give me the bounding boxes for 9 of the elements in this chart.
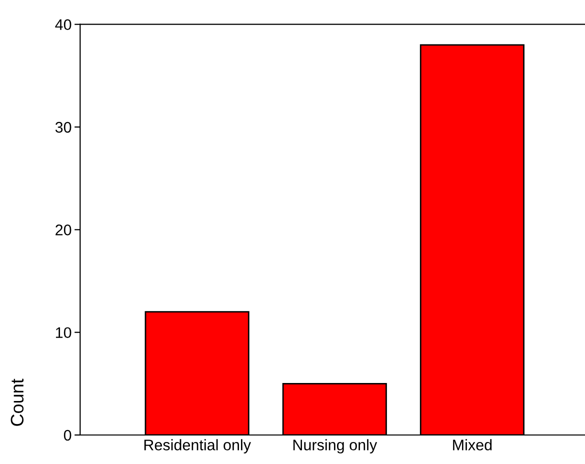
- y-axis-title: Count: [10, 378, 24, 426]
- y-tick-label: 0: [64, 430, 72, 441]
- x-tick-label: Mixed: [453, 439, 492, 450]
- y-tick-label: 40: [55, 19, 72, 30]
- x-tick-label: Nursing only: [293, 439, 378, 454]
- y-tick-label: 20: [56, 224, 72, 236]
- y-tick-label: 30: [55, 122, 72, 133]
- y-tick-label: 10: [56, 327, 72, 338]
- x-tick-label: Residential only: [144, 439, 251, 454]
